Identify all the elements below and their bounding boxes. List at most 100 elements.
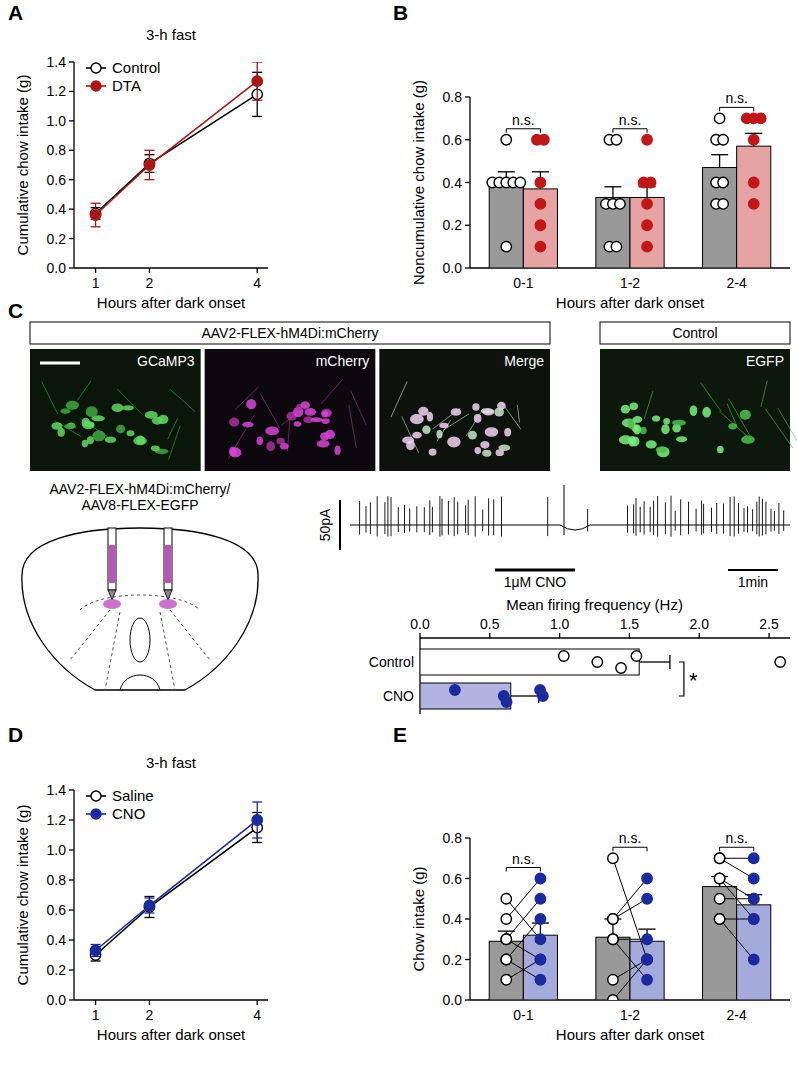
data-point	[642, 934, 652, 944]
data-point	[90, 945, 100, 955]
y-tick-label: 0.8	[443, 89, 463, 105]
error-cap	[639, 928, 656, 929]
x-tick-label: 2	[146, 275, 154, 291]
x-tick-label: 1.5	[620, 616, 640, 632]
header-box	[600, 322, 790, 344]
cell	[621, 405, 630, 414]
x-axis-label: Hours after dark onset	[556, 1026, 705, 1043]
bar	[703, 168, 737, 268]
pair-line	[613, 960, 647, 980]
data-point	[608, 934, 618, 944]
error-cap	[252, 62, 262, 63]
y-tick	[465, 918, 470, 919]
y-tick	[465, 837, 470, 838]
image-label: EGFP	[746, 353, 784, 369]
data-point	[714, 914, 724, 924]
drug-bar	[495, 569, 575, 572]
legend-label: Saline	[112, 787, 154, 804]
data-point	[501, 914, 511, 924]
cell	[619, 435, 633, 444]
fiber	[228, 415, 254, 458]
cell	[86, 406, 98, 417]
y-tick-label: 0.6	[443, 871, 463, 887]
y-tick	[465, 96, 470, 97]
error-cap	[745, 133, 762, 134]
cell	[504, 428, 511, 436]
error-cap	[252, 801, 262, 802]
fiber	[169, 426, 181, 460]
micrograph	[379, 349, 550, 471]
cell	[321, 411, 328, 417]
cell	[151, 446, 160, 452]
y-tick	[465, 139, 470, 140]
y-tick-label: 0.4	[443, 175, 463, 191]
y-tick-label: 1.2	[47, 812, 67, 828]
y-tick	[69, 789, 74, 790]
pair-line	[613, 899, 647, 919]
cell	[663, 418, 670, 425]
error-cap	[532, 171, 549, 172]
cell	[690, 405, 698, 416]
series-line	[96, 94, 258, 213]
injection-needle	[164, 528, 172, 590]
y-tick-label: 1.2	[47, 83, 67, 99]
data-point	[501, 241, 511, 251]
x-axis-label: Mean firing frequency (Hz)	[506, 596, 683, 613]
x-tick	[149, 1000, 150, 1005]
bar	[420, 683, 511, 709]
cell	[87, 422, 94, 428]
error-cap	[669, 655, 670, 669]
header-box	[30, 322, 550, 344]
cell	[717, 446, 724, 454]
cell	[436, 430, 442, 438]
y-tick-label: 1.0	[47, 113, 67, 129]
trace-spikes	[360, 496, 784, 537]
y-tick	[69, 999, 74, 1000]
data-point	[642, 199, 652, 209]
cell	[447, 436, 460, 447]
cell	[439, 423, 448, 428]
y-axis-label: Noncumulative chow intake (g)	[410, 80, 427, 285]
data-point	[501, 975, 511, 985]
micrograph-cells	[42, 381, 195, 460]
data-point	[749, 873, 759, 883]
micrograph-cells	[391, 381, 521, 456]
cell	[702, 407, 711, 418]
y-tick-label: 0.2	[47, 962, 67, 978]
micrograph	[205, 349, 376, 471]
scale-bar	[339, 500, 341, 550]
x-tick-label: 2-4	[727, 275, 747, 291]
y-tick-label: 0.4	[47, 201, 67, 217]
cell	[294, 421, 302, 426]
cell	[230, 448, 242, 458]
data-point	[749, 894, 759, 904]
y-tick	[69, 819, 74, 820]
bar	[630, 941, 664, 1000]
data-point	[608, 853, 618, 863]
scale-bar	[728, 569, 778, 571]
cell	[427, 412, 433, 422]
data-point	[756, 113, 766, 123]
error-cap	[252, 116, 262, 117]
injection-virus	[165, 545, 171, 583]
cell	[133, 436, 146, 445]
cell	[494, 407, 504, 416]
cell	[280, 443, 289, 450]
data-point	[90, 210, 100, 220]
error-bar	[646, 187, 647, 198]
cell	[474, 414, 482, 423]
legend-label: DTA	[112, 77, 141, 94]
cell	[64, 424, 76, 429]
y-tick	[465, 225, 470, 226]
error-cap	[252, 100, 262, 101]
bar	[596, 197, 630, 268]
fiber	[443, 414, 469, 430]
x-tick	[257, 268, 258, 273]
y-tick	[69, 939, 74, 940]
scale-bar	[40, 362, 80, 365]
data-point	[642, 894, 652, 904]
cell	[480, 441, 489, 449]
error-cap	[498, 171, 515, 172]
data-point	[642, 873, 652, 883]
cell	[325, 430, 335, 439]
